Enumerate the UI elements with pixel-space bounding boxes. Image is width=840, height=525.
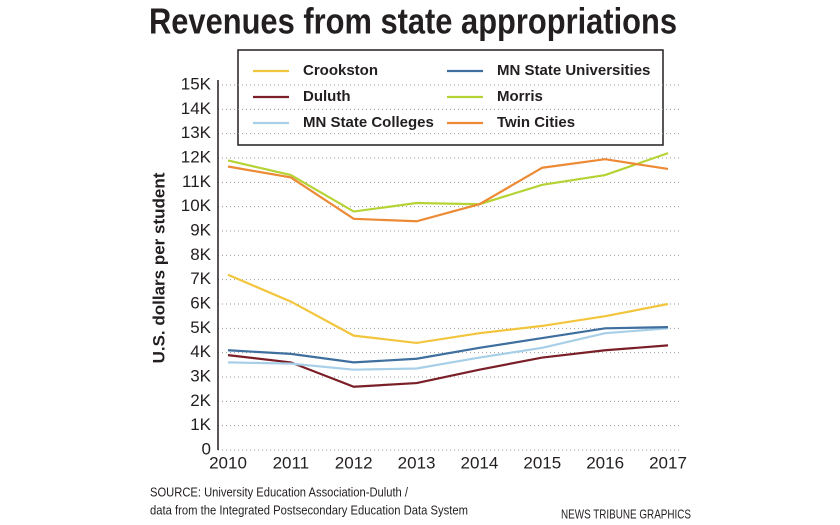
source-note: SOURCE: University Education Association… bbox=[150, 484, 408, 499]
x-tick-label: 2013 bbox=[398, 453, 436, 472]
x-tick-label: 2017 bbox=[649, 453, 687, 472]
y-tick-label: 1K bbox=[190, 415, 211, 434]
x-tick-label: 2010 bbox=[209, 453, 247, 472]
chart-title: Revenues from state appropriations bbox=[149, 1, 677, 42]
legend-label: Crookston bbox=[303, 62, 378, 79]
y-tick-label: 9K bbox=[190, 220, 211, 239]
credit: NEWS TRIBUNE GRAPHICS bbox=[561, 506, 691, 521]
y-tick-label: 11K bbox=[182, 172, 212, 191]
y-tick-label: 7K bbox=[190, 269, 211, 288]
x-tick-label: 2012 bbox=[335, 453, 373, 472]
series-line bbox=[227, 273, 669, 345]
series-line bbox=[227, 326, 669, 364]
y-axis-label: U.S. dollars per student bbox=[149, 172, 168, 363]
y-tick-label: 5K bbox=[190, 318, 211, 337]
y-tick-label: 3K bbox=[190, 366, 211, 385]
series-line bbox=[227, 344, 669, 388]
y-tick-label: 0 bbox=[202, 439, 211, 458]
x-tick-label: 2014 bbox=[461, 453, 499, 472]
y-tick-label: 4K bbox=[190, 342, 211, 361]
y-tick-label: 15K bbox=[181, 74, 212, 93]
y-tick-label: 13K bbox=[181, 123, 212, 142]
y-tick-label: 10K bbox=[181, 196, 212, 215]
series-line bbox=[227, 158, 669, 223]
legend-label: MN State Universities bbox=[497, 62, 650, 79]
x-tick-label: 2016 bbox=[586, 453, 624, 472]
series-line bbox=[227, 152, 669, 213]
legend-label: MN State Colleges bbox=[303, 114, 434, 131]
series-line bbox=[227, 327, 669, 371]
y-tick-label: 6K bbox=[190, 293, 211, 312]
y-tick-label: 2K bbox=[190, 391, 211, 410]
y-tick-label: 14K bbox=[181, 99, 212, 118]
x-tick-label: 2011 bbox=[273, 453, 310, 472]
source-note: data from the Integrated Postsecondary E… bbox=[150, 502, 468, 517]
y-tick-label: 8K bbox=[190, 245, 211, 264]
legend-label: Morris bbox=[497, 88, 543, 105]
legend-label: Duluth bbox=[303, 88, 350, 105]
y-tick-label: 12K bbox=[181, 147, 212, 166]
legend-label: Twin Cities bbox=[497, 114, 575, 131]
x-tick-label: 2015 bbox=[523, 453, 561, 472]
